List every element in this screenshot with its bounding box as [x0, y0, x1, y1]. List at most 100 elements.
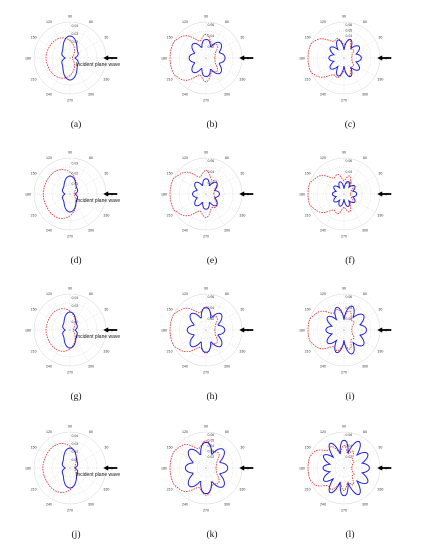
- angle-tick-label: 180: [161, 466, 167, 470]
- incident-arrow-head: [239, 465, 245, 471]
- solid-series-curve: [186, 307, 226, 353]
- polar-plot: 90603003303002702402101801501200.040.030…: [25, 286, 120, 374]
- panel-label: (i): [345, 392, 355, 402]
- angle-tick-label: 300: [88, 229, 94, 233]
- polar-grid-spoke: [205, 329, 238, 349]
- dashed-series-curve: [307, 308, 355, 352]
- angle-tick-label: 240: [182, 503, 188, 507]
- polar-grid-spoke: [325, 193, 345, 226]
- angle-tick-label: 270: [67, 98, 73, 102]
- polar-grid-spoke: [187, 57, 207, 90]
- angle-tick-label: 240: [320, 93, 326, 97]
- polar-grid-spoke: [312, 57, 345, 77]
- radial-tick-label: 0.06: [346, 23, 353, 27]
- polar-grid-spoke: [38, 467, 71, 487]
- solid-series-curve: [62, 311, 78, 349]
- angle-tick-label: 300: [88, 503, 94, 507]
- angle-tick-label: 90: [342, 424, 346, 428]
- angle-tick-label: 180: [161, 328, 167, 332]
- polar-panel: 90603003303002702402101801501200.060.040…: [284, 416, 416, 544]
- angle-tick-label: 240: [46, 93, 52, 97]
- polar-grid-spoke: [38, 329, 71, 349]
- panel-label: (h): [206, 392, 218, 402]
- angle-tick-label: 330: [103, 213, 109, 217]
- polar-grid-spoke: [312, 193, 345, 213]
- angle-tick-label: 270: [203, 508, 209, 512]
- angle-tick-label: 150: [31, 171, 37, 175]
- angle-tick-label: 120: [46, 20, 52, 24]
- polar-grid-spoke: [69, 39, 102, 59]
- panel-label: (c): [344, 120, 356, 130]
- polar-grid-spoke: [51, 329, 71, 362]
- radial-tick-label: 0.01: [72, 458, 79, 462]
- radial-tick-label: 0.06: [208, 295, 215, 299]
- incident-arrow-head: [103, 327, 109, 333]
- angle-tick-label: 330: [103, 487, 109, 491]
- angle-tick-label: 150: [31, 307, 37, 311]
- panel-label: (b): [206, 120, 218, 130]
- angle-tick-label: 270: [341, 508, 347, 512]
- polar-grid-spoke: [343, 329, 376, 349]
- angle-tick-label: 180: [299, 466, 305, 470]
- angle-tick-label: 180: [25, 192, 31, 196]
- angle-tick-label: 150: [305, 445, 311, 449]
- polar-grid-spoke: [69, 329, 89, 362]
- angle-tick-label: 60: [225, 156, 229, 160]
- angle-tick-label: 120: [46, 156, 52, 160]
- polar-panel: 90603003303002702402101801501200.060.040…: [146, 6, 278, 134]
- polar-grid-spoke: [205, 26, 225, 59]
- radial-tick-label: 0.04: [208, 34, 215, 38]
- angle-tick-label: 270: [203, 370, 209, 374]
- angle-tick-label: 240: [46, 229, 52, 233]
- panel-label: (d): [70, 256, 82, 266]
- polar-grid-spoke: [38, 39, 71, 59]
- angle-tick-label: 270: [67, 508, 73, 512]
- polar-grid-spoke: [38, 175, 71, 195]
- polar-grid-spoke: [187, 193, 207, 226]
- radial-tick-label: 0.04: [346, 170, 353, 174]
- incident-arrow-head: [239, 191, 245, 197]
- polar-grid-spoke: [343, 193, 363, 226]
- angle-tick-label: 210: [167, 213, 173, 217]
- polar-grid-spoke: [69, 26, 89, 59]
- angle-tick-label: 210: [31, 487, 37, 491]
- angle-tick-label: 60: [89, 20, 93, 24]
- angle-tick-label: 210: [305, 487, 311, 491]
- polar-grid-spoke: [69, 193, 89, 226]
- radial-tick-label: 0.02: [346, 317, 353, 321]
- angle-tick-label: 120: [46, 292, 52, 296]
- angle-tick-label: 90: [204, 14, 208, 18]
- angle-tick-label: 120: [182, 20, 188, 24]
- radial-tick-label: 0.04: [346, 444, 353, 448]
- angle-tick-label: 90: [68, 424, 72, 428]
- incident-wave-label: Incident plane wave: [76, 472, 120, 478]
- polar-grid-spoke: [51, 467, 71, 500]
- solid-series-curve: [184, 442, 229, 494]
- polar-grid-spoke: [69, 162, 89, 195]
- radial-tick-label: 0.02: [208, 181, 215, 185]
- radial-tick-label: 0.02: [346, 455, 353, 459]
- radial-tick-label: 0.04: [72, 434, 79, 438]
- angle-tick-label: 210: [31, 349, 37, 353]
- polar-grid-spoke: [38, 449, 71, 469]
- angle-tick-label: 240: [320, 503, 326, 507]
- angle-tick-label: 30: [240, 171, 244, 175]
- angle-tick-label: 120: [320, 156, 326, 160]
- angle-tick-label: 150: [305, 171, 311, 175]
- polar-grid-spoke: [51, 57, 71, 90]
- angle-tick-label: 120: [182, 430, 188, 434]
- panel-label: (g): [70, 392, 82, 402]
- angle-tick-label: 330: [239, 349, 245, 353]
- polar-grid-spoke: [69, 57, 89, 90]
- angle-tick-label: 90: [342, 150, 346, 154]
- polar-grid-spoke: [38, 57, 71, 77]
- angle-tick-label: 330: [377, 77, 383, 81]
- polar-panel: 90603003303002702402101801501200.060.040…: [284, 142, 416, 270]
- angle-tick-label: 300: [224, 93, 230, 97]
- angle-tick-label: 300: [88, 93, 94, 97]
- polar-panel: 90603003303002702402101801501200.030.020…: [10, 142, 142, 270]
- radial-tick-label: 0.03: [208, 450, 215, 454]
- polar-panel: 90603003303002702402101801501200.040.030…: [10, 416, 142, 544]
- radial-tick-label: 0.03: [72, 161, 79, 165]
- angle-tick-label: 60: [363, 156, 367, 160]
